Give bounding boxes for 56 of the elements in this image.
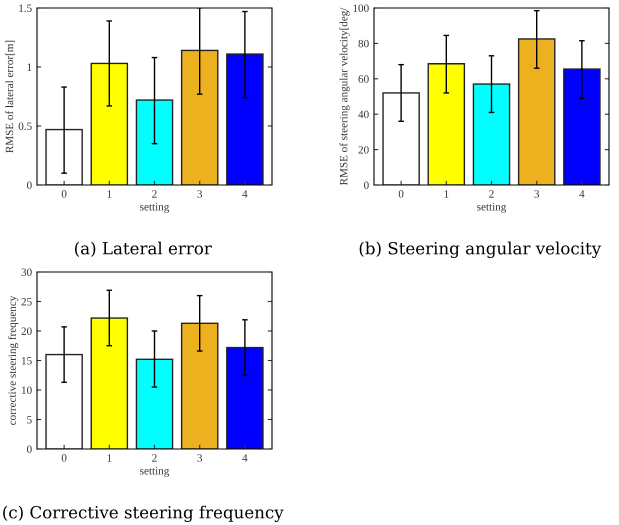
text: (b) Steering angular velocity: [360, 242, 602, 258]
x-tick-label: 4: [242, 190, 248, 198]
x-axis-title: setting: [477, 203, 506, 213]
x-tick-label: 1: [108, 454, 112, 462]
x-tick-label: 3: [197, 190, 202, 198]
bar: [472, 83, 510, 185]
y-tick-label: 1.5: [19, 4, 32, 12]
x-axis-title: setting: [140, 203, 170, 213]
text: (a) Lateral error: [75, 242, 212, 257]
y-axis-title: corrective steering frequency: [8, 296, 18, 425]
y-tick-label: 0: [27, 181, 32, 189]
bar: [136, 99, 174, 185]
x-tick-label: 3: [534, 190, 540, 198]
x-tick-label: 0: [62, 454, 66, 462]
x-tick-label: 0: [398, 190, 404, 198]
x-tick-label: 4: [242, 454, 248, 462]
bar: [90, 317, 128, 449]
y-axis-title: RMSE of steering angular velocity[deg/: [339, 8, 350, 186]
y-tick-label: 0: [364, 181, 369, 189]
x-tick-label: 2: [152, 190, 157, 198]
x-axis-title: setting: [140, 467, 170, 477]
y-tick-label: 15: [22, 357, 32, 364]
y-tick-label: 25: [22, 298, 32, 306]
y-tick-label: 20: [22, 327, 32, 335]
x-tick-label: 1: [108, 190, 112, 198]
bar: [45, 354, 83, 449]
y-tick-label: 10: [22, 386, 32, 394]
bar: [180, 50, 218, 185]
y-tick-label: 40: [358, 110, 369, 118]
x-tick-label: 2: [152, 454, 157, 462]
y-tick-label: 30: [22, 268, 32, 276]
x-tick-label: 4: [579, 190, 584, 198]
y-tick-label: 5: [27, 416, 32, 424]
y-tick-label: 0.5: [18, 122, 32, 130]
y-tick-label: 80: [358, 40, 369, 48]
x-tick-label: 1: [444, 190, 448, 198]
bar: [180, 322, 218, 449]
bar: [226, 53, 264, 185]
y-tick-label: 1: [28, 64, 32, 71]
bar: [518, 38, 556, 185]
x-tick-label: 0: [62, 190, 66, 198]
y-tick-label: 60: [358, 75, 369, 83]
y-axis-title: RMSE of lateral error[m]: [5, 40, 15, 153]
y-tick-label: 0: [27, 445, 32, 453]
bar: [226, 346, 264, 449]
bar: [563, 68, 601, 185]
bar: [136, 358, 174, 449]
bar: [45, 128, 83, 185]
y-tick-label: 100: [353, 4, 369, 12]
x-tick-label: 3: [197, 454, 202, 462]
text: (c) Corrective steering frequency: [3, 506, 284, 522]
bar: [428, 63, 466, 185]
x-tick-label: 2: [489, 190, 494, 198]
bar: [90, 62, 128, 185]
y-tick-label: 20: [358, 146, 369, 154]
bar: [382, 92, 420, 185]
